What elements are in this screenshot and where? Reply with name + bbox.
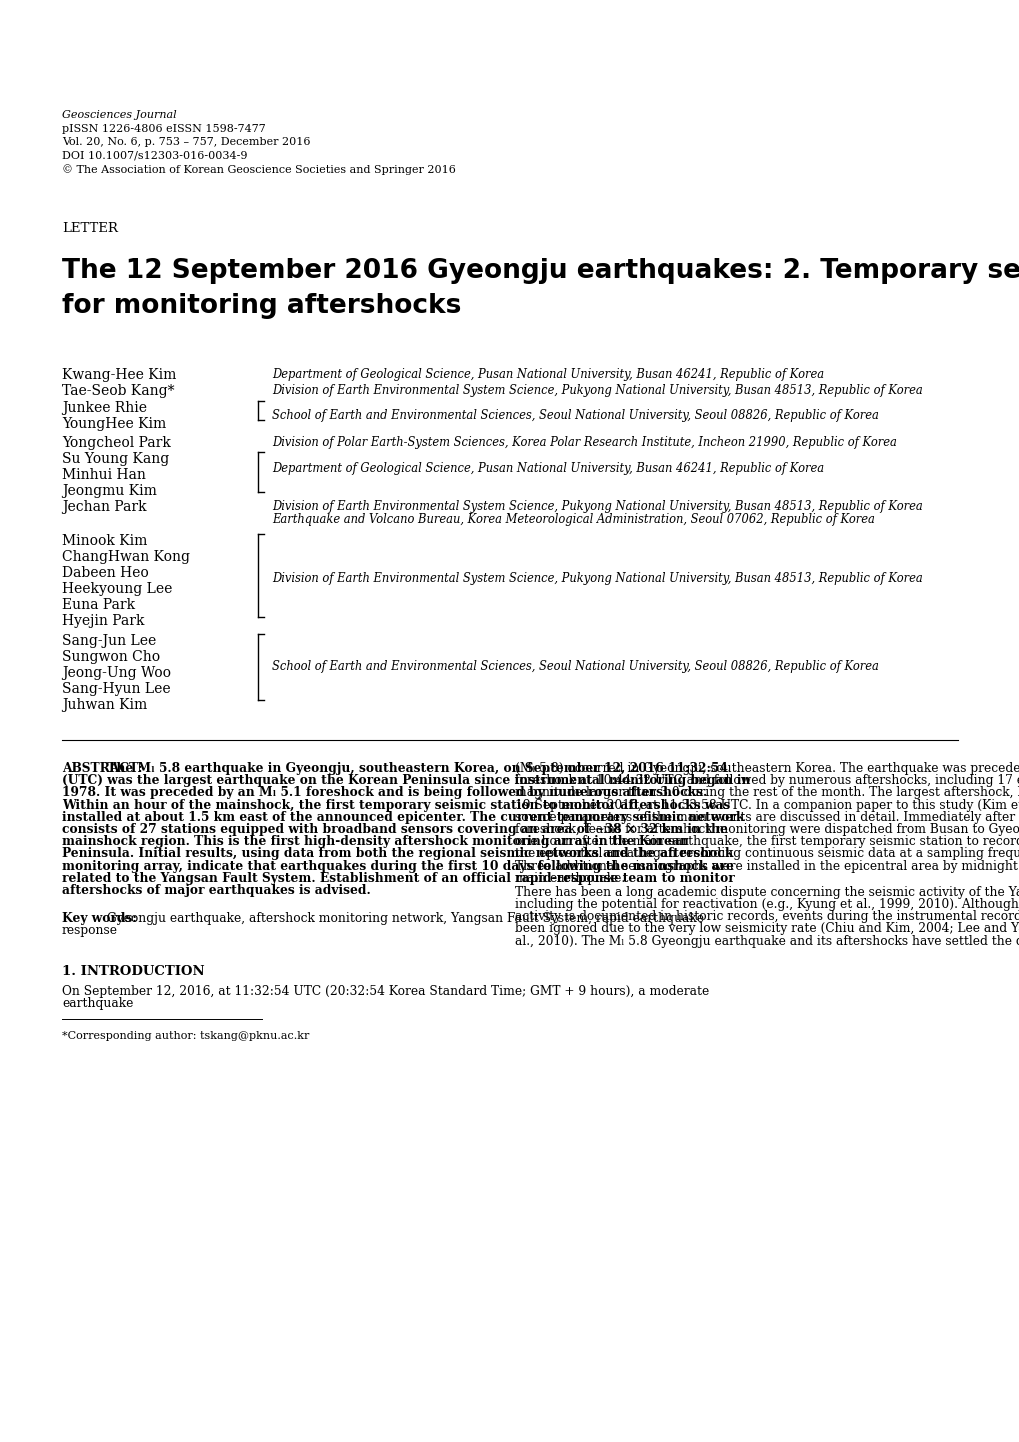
Text: Minhui Han: Minhui Han [62, 469, 146, 482]
Text: Department of Geological Science, Pusan National University, Busan 46241, Republ: Department of Geological Science, Pusan … [272, 461, 823, 474]
Text: related to the Yangsan Fault System. Establishment of an official rapid-response: related to the Yangsan Fault System. Est… [62, 872, 734, 885]
Text: one hour after the main earthquake, the first temporary seismic station to recor: one hour after the main earthquake, the … [515, 835, 1019, 848]
Text: (Mₗ 5.8) occurred in Gyeongju, southeastern Korea. The earthquake was preceded b: (Mₗ 5.8) occurred in Gyeongju, southeast… [515, 761, 1019, 774]
Text: pISSN 1226-4806 eISSN 1598-7477: pISSN 1226-4806 eISSN 1598-7477 [62, 124, 266, 134]
Text: School of Earth and Environmental Sciences, Seoul National University, Seoul 088: School of Earth and Environmental Scienc… [272, 660, 878, 673]
Text: magnitude larger than 3.0 during the rest of the month. The largest aftershock, : magnitude larger than 3.0 during the res… [515, 786, 1019, 799]
Text: earthquake: earthquake [62, 996, 133, 1009]
Text: Jechan Park: Jechan Park [62, 500, 147, 513]
Text: DOI 10.1007/s12303-016-0034-9: DOI 10.1007/s12303-016-0034-9 [62, 150, 248, 160]
Text: The Mₗ 5.8 earthquake in Gyeongju, southeastern Korea, on September 12, 2016 11:: The Mₗ 5.8 earthquake in Gyeongju, south… [103, 761, 727, 774]
Text: LETTER: LETTER [62, 222, 118, 235]
Text: for monitoring aftershocks: for monitoring aftershocks [62, 293, 461, 319]
Text: Peninsula. Initial results, using data from both the regional seismic networks a: Peninsula. Initial results, using data f… [62, 848, 733, 861]
Text: including the potential for reactivation (e.g., Kyung et al., 1999, 2010). Altho: including the potential for reactivation… [515, 898, 1019, 911]
Text: the epicentral area began recording continuous seismic data at a sampling freque: the epicentral area began recording cont… [515, 848, 1019, 861]
Text: Division of Earth Environmental System Science, Pukyong National University, Bus: Division of Earth Environmental System S… [272, 384, 922, 397]
Text: mainshock region. This is the first high-density aftershock monitoring array in : mainshock region. This is the first high… [62, 835, 688, 848]
Text: ABSTRACT:: ABSTRACT: [62, 761, 143, 774]
Text: *Corresponding author: tskang@pknu.ac.kr: *Corresponding author: tskang@pknu.ac.kr [62, 1031, 309, 1041]
Text: Sang-Jun Lee: Sang-Jun Lee [62, 634, 156, 647]
Text: Earthquake and Volcano Bureau, Korea Meteorological Administration, Seoul 07062,: Earthquake and Volcano Bureau, Korea Met… [272, 513, 874, 526]
Text: Gyeongju earthquake, aftershock monitoring network, Yangsan Fault System, rapid : Gyeongju earthquake, aftershock monitori… [107, 913, 704, 926]
Text: Tae-Seob Kang*: Tae-Seob Kang* [62, 384, 174, 398]
Text: Heekyoung Lee: Heekyoung Lee [62, 583, 172, 596]
Text: On September 12, 2016, at 11:32:54 UTC (20:32:54 Korea Standard Time; GMT + 9 ho: On September 12, 2016, at 11:32:54 UTC (… [62, 985, 708, 998]
Text: foreshock, teams for aftershock monitoring were dispatched from Busan to Gyeongj: foreshock, teams for aftershock monitori… [515, 823, 1019, 836]
Text: Three additional seismographs were installed in the epicentral area by midnight : Three additional seismographs were insta… [515, 859, 1019, 872]
Text: The 12 September 2016 Gyeongju earthquakes: 2. Temporary seismic network: The 12 September 2016 Gyeongju earthquak… [62, 258, 1019, 284]
Text: Within an hour of the mainshock, the first temporary seismic station to monitor : Within an hour of the mainshock, the fir… [62, 799, 730, 812]
Text: Division of Earth Environmental System Science, Pukyong National University, Bus: Division of Earth Environmental System S… [272, 500, 922, 513]
Text: been ignored due to the very low seismicity rate (Chiu and Kim, 2004; Lee and Ya: been ignored due to the very low seismic… [515, 923, 1019, 936]
Text: Minook Kim: Minook Kim [62, 534, 147, 548]
Text: There has been a long academic dispute concerning the seismic activity of the Ya: There has been a long academic dispute c… [515, 885, 1019, 898]
Text: 1978. It was preceded by an Mₗ 5.1 foreshock and is being followed by numerous a: 1978. It was preceded by an Mₗ 5.1 fores… [62, 786, 706, 799]
Text: Key words:: Key words: [62, 913, 137, 926]
Text: aftershocks of major earthquakes is advised.: aftershocks of major earthquakes is advi… [62, 884, 370, 897]
Text: School of Earth and Environmental Sciences, Seoul National University, Seoul 088: School of Earth and Environmental Scienc… [272, 410, 878, 423]
Text: 1. INTRODUCTION: 1. INTRODUCTION [62, 965, 205, 978]
Text: 19 September 2016, at 11:33:58 UTC. In a companion paper to this study (Kim et a: 19 September 2016, at 11:33:58 UTC. In a… [515, 799, 1019, 812]
Text: consists of 27 stations equipped with broadband sensors covering an area of ~38 : consists of 27 stations equipped with br… [62, 823, 728, 836]
Text: installed at about 1.5 km east of the announced epicenter. The current temporary: installed at about 1.5 km east of the an… [62, 810, 744, 823]
Text: Division of Earth Environmental System Science, Pukyong National University, Bus: Division of Earth Environmental System S… [272, 572, 922, 585]
Text: Sungwon Cho: Sungwon Cho [62, 650, 160, 663]
Text: Jeong-Ung Woo: Jeong-Ung Woo [62, 666, 171, 681]
Text: © The Association of Korean Geoscience Societies and Springer 2016: © The Association of Korean Geoscience S… [62, 164, 455, 174]
Text: ChangHwan Kong: ChangHwan Kong [62, 549, 190, 564]
Text: source parameters of the main events are discussed in detail. Immediately after : source parameters of the main events are… [515, 810, 1019, 823]
Text: al., 2010). The Mₗ 5.8 Gyeongju earthquake and its aftershocks have settled the : al., 2010). The Mₗ 5.8 Gyeongju earthqua… [515, 934, 1019, 947]
Text: foreshock at 10:44:32 UTC and followed by numerous aftershocks, including 17 eve: foreshock at 10:44:32 UTC and followed b… [515, 774, 1019, 787]
Text: main earthquake.: main earthquake. [515, 872, 625, 885]
Text: (UTC) was the largest earthquake on the Korean Peninsula since instrumental moni: (UTC) was the largest earthquake on the … [62, 774, 750, 787]
Text: Dabeen Heo: Dabeen Heo [62, 567, 149, 580]
Text: Kwang-Hee Kim: Kwang-Hee Kim [62, 368, 176, 382]
Text: Division of Polar Earth-System Sciences, Korea Polar Research Institute, Incheon: Division of Polar Earth-System Sciences,… [272, 435, 896, 448]
Text: Euna Park: Euna Park [62, 598, 135, 611]
Text: YoungHee Kim: YoungHee Kim [62, 417, 166, 431]
Text: Junkee Rhie: Junkee Rhie [62, 401, 147, 415]
Text: Jeongmu Kim: Jeongmu Kim [62, 485, 157, 497]
Text: Hyejin Park: Hyejin Park [62, 614, 145, 629]
Text: Vol. 20, No. 6, p. 753 – 757, December 2016: Vol. 20, No. 6, p. 753 – 757, December 2… [62, 137, 310, 147]
Text: Department of Geological Science, Pusan National University, Busan 46241, Republ: Department of Geological Science, Pusan … [272, 368, 823, 381]
Text: Juhwan Kim: Juhwan Kim [62, 698, 147, 712]
Text: Su Young Kang: Su Young Kang [62, 451, 169, 466]
Text: Sang-Hyun Lee: Sang-Hyun Lee [62, 682, 170, 696]
Text: Geosciences Journal: Geosciences Journal [62, 110, 176, 120]
Text: response: response [62, 924, 118, 937]
Text: Yongcheol Park: Yongcheol Park [62, 435, 171, 450]
Text: monitoring array, indicate that earthquakes during the first 10 days following t: monitoring array, indicate that earthqua… [62, 859, 733, 872]
Text: activity is documented in historic records, events during the instrumental recor: activity is documented in historic recor… [515, 910, 1019, 923]
